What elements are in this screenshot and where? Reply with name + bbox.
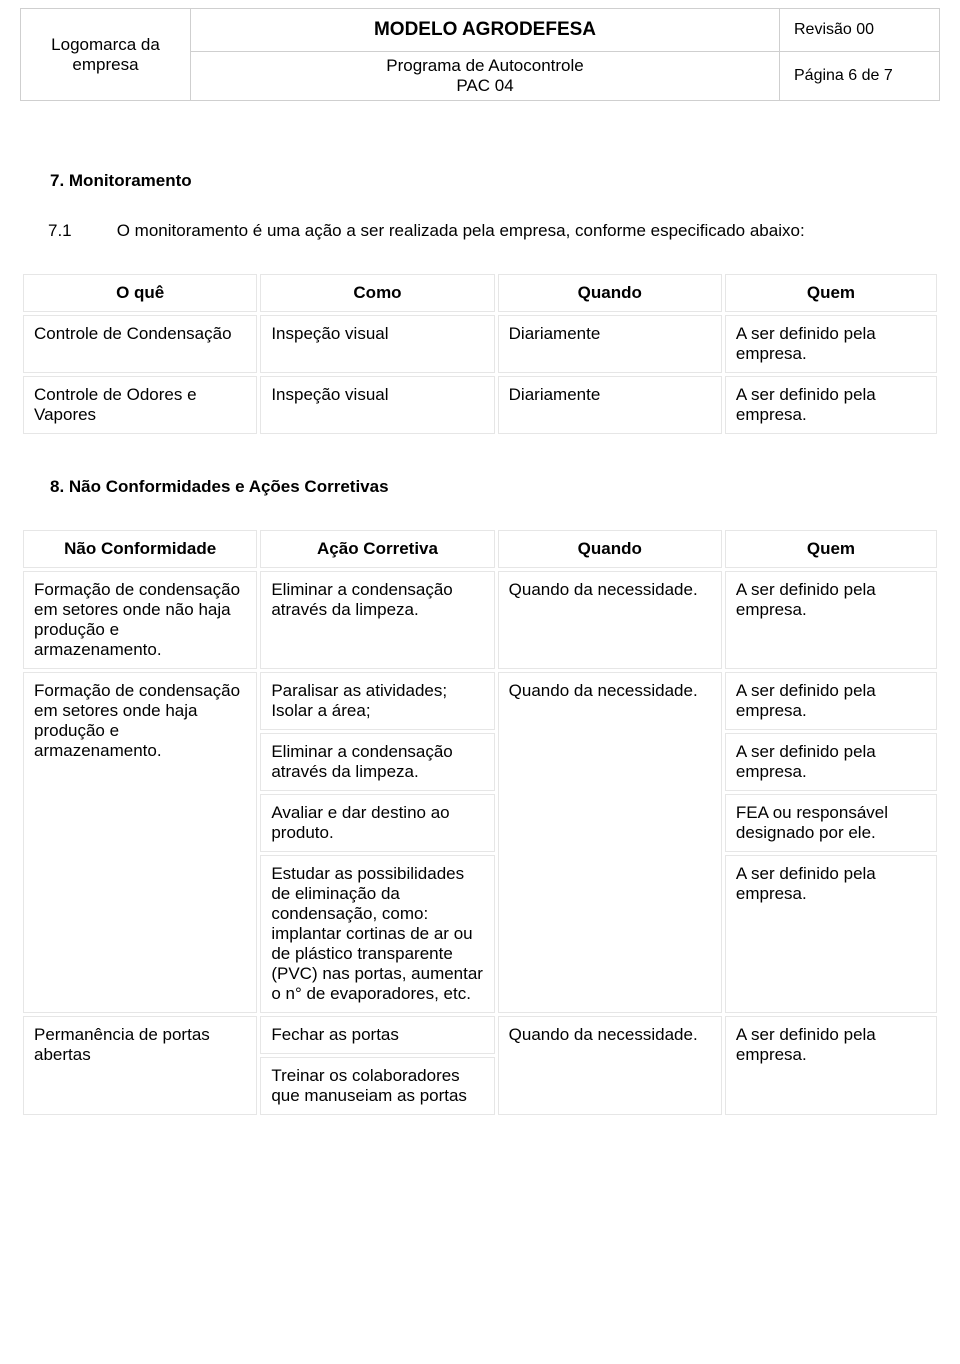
- col-header-acao: Ação Corretiva: [260, 530, 494, 568]
- cell-quando: Quando da necessidade.: [498, 1016, 722, 1115]
- cell-oque: Controle de Condensação: [23, 315, 257, 373]
- col-header-nc: Não Conformidade: [23, 530, 257, 568]
- table-header-row: O quê Como Quando Quem: [23, 274, 937, 312]
- table-row: Permanência de portas abertas Fechar as …: [23, 1016, 937, 1054]
- cell-acao: Fechar as portas: [260, 1016, 494, 1054]
- cell-quando: Diariamente: [498, 376, 722, 434]
- cell-acao: Eliminar a condensação através da limpez…: [260, 733, 494, 791]
- cell-oque: Controle de Odores e Vapores: [23, 376, 257, 434]
- section-7-1-text: 7.1 O monitoramento é uma ação a ser rea…: [80, 221, 940, 241]
- cell-como: Inspeção visual: [260, 376, 494, 434]
- table-row: Controle de Condensação Inspeção visual …: [23, 315, 937, 373]
- doc-subtitle: Programa de Autocontrole PAC 04: [191, 52, 780, 101]
- cell-quando: Diariamente: [498, 315, 722, 373]
- cell-quem: A ser definido pela empresa.: [725, 855, 937, 1013]
- cell-quando: Quando da necessidade.: [498, 672, 722, 1013]
- section-7-1-number: 7.1: [80, 221, 112, 241]
- cell-quem: A ser definido pela empresa.: [725, 571, 937, 669]
- col-header-quem: Quem: [725, 530, 937, 568]
- cell-acao: Treinar os colaboradores que manuseiam a…: [260, 1057, 494, 1115]
- cell-quem: A ser definido pela empresa.: [725, 733, 937, 791]
- document-header-table: Logomarca da empresa MODELO AGRODEFESA R…: [20, 8, 940, 101]
- cell-quando: Quando da necessidade.: [498, 571, 722, 669]
- section-8-heading: 8. Não Conformidades e Ações Corretivas: [50, 477, 940, 497]
- subtitle-line-1: Programa de Autocontrole: [386, 56, 584, 75]
- cell-nc: Formação de condensação em setores onde …: [23, 672, 257, 1013]
- document-page: Logomarca da empresa MODELO AGRODEFESA R…: [0, 8, 960, 1158]
- table-row: Formação de condensação em setores onde …: [23, 672, 937, 730]
- cell-nc: Formação de condensação em setores onde …: [23, 571, 257, 669]
- doc-title: MODELO AGRODEFESA: [191, 9, 780, 52]
- col-header-quem: Quem: [725, 274, 937, 312]
- cell-quem: A ser definido pela empresa.: [725, 376, 937, 434]
- cell-quem: A ser definido pela empresa.: [725, 672, 937, 730]
- cell-acao: Avaliar e dar destino ao produto.: [260, 794, 494, 852]
- cell-quem: FEA ou responsável designado por ele.: [725, 794, 937, 852]
- subtitle-line-2: PAC 04: [456, 76, 513, 95]
- cell-acao: Paralisar as atividades; Isolar a área;: [260, 672, 494, 730]
- col-header-quando: Quando: [498, 530, 722, 568]
- page-number-cell: Página 6 de 7: [780, 52, 940, 101]
- logo-text-line2: empresa: [72, 55, 138, 74]
- table-row: Formação de condensação em setores onde …: [23, 571, 937, 669]
- section-7-1-body: O monitoramento é uma ação a ser realiza…: [117, 221, 805, 240]
- cell-como: Inspeção visual: [260, 315, 494, 373]
- col-header-quando: Quando: [498, 274, 722, 312]
- table-row: Controle de Odores e Vapores Inspeção vi…: [23, 376, 937, 434]
- revision-cell: Revisão 00: [780, 9, 940, 52]
- cell-quem: A ser definido pela empresa.: [725, 315, 937, 373]
- col-header-como: Como: [260, 274, 494, 312]
- section-7-heading: 7. Monitoramento: [50, 171, 940, 191]
- cell-acao: Eliminar a condensação através da limpez…: [260, 571, 494, 669]
- table-header-row: Não Conformidade Ação Corretiva Quando Q…: [23, 530, 937, 568]
- cell-nc: Permanência de portas abertas: [23, 1016, 257, 1115]
- monitoramento-table: O quê Como Quando Quem Controle de Conde…: [20, 271, 940, 437]
- logo-text-line1: Logomarca da: [51, 35, 160, 54]
- logo-cell: Logomarca da empresa: [21, 9, 191, 101]
- cell-acao: Estudar as possibilidades de eliminação …: [260, 855, 494, 1013]
- nao-conformidades-table: Não Conformidade Ação Corretiva Quando Q…: [20, 527, 940, 1118]
- col-header-oque: O quê: [23, 274, 257, 312]
- cell-quem: A ser definido pela empresa.: [725, 1016, 937, 1115]
